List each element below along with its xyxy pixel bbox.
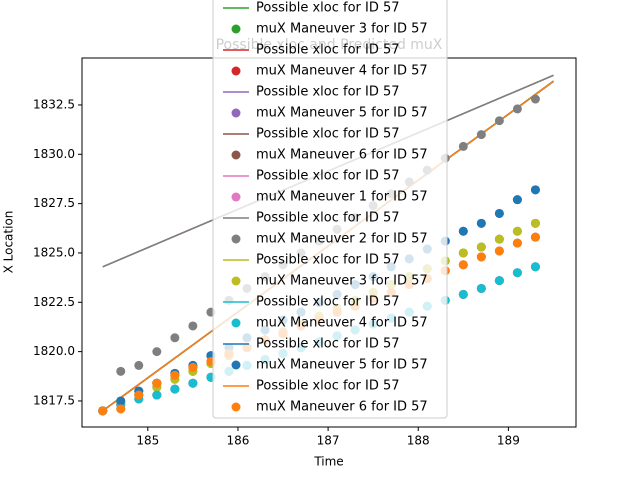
- y-tick-label: 1822.5: [33, 295, 75, 309]
- legend-label: muX Maneuver 5 for ID 57: [256, 358, 428, 373]
- scatter-point: [458, 141, 468, 151]
- legend-label: Possible xloc for ID 57: [256, 1, 400, 16]
- scatter-point: [494, 208, 504, 218]
- scatter-point: [530, 262, 540, 272]
- y-tick-label: 1820.0: [33, 344, 75, 358]
- y-tick-label: 1832.5: [33, 97, 75, 111]
- x-tick-label: 187: [317, 434, 340, 448]
- legend-label: muX Maneuver 6 for ID 57: [256, 400, 428, 415]
- legend-label: muX Maneuver 4 for ID 57: [256, 316, 428, 331]
- y-tick-label: 1817.5: [33, 393, 75, 407]
- legend-marker: [231, 402, 241, 412]
- legend-label: Possible xloc for ID 57: [256, 211, 400, 226]
- scatter-point: [116, 396, 126, 406]
- legend-label: muX Maneuver 3 for ID 57: [256, 22, 428, 37]
- x-axis-label: Time: [313, 455, 343, 469]
- scatter-point: [512, 226, 522, 236]
- scatter-point: [494, 116, 504, 126]
- scatter-point: [494, 246, 504, 256]
- scatter-point: [458, 289, 468, 299]
- legend-label: Possible xloc for ID 57: [256, 379, 400, 394]
- x-tick-label: 188: [407, 434, 430, 448]
- scatter-point: [530, 232, 540, 242]
- scatter-point: [512, 104, 522, 114]
- scatter-point: [98, 406, 108, 416]
- y-tick-label: 1825.0: [33, 245, 75, 259]
- legend-label: Possible xloc for ID 57: [256, 253, 400, 268]
- legend-label: Possible xloc for ID 57: [256, 337, 400, 352]
- scatter-point: [170, 333, 180, 343]
- scatter-point: [512, 238, 522, 248]
- legend-label: Possible xloc for ID 57: [256, 169, 400, 184]
- scatter-point: [152, 347, 162, 357]
- legend-marker: [231, 150, 241, 160]
- scatter-point: [494, 234, 504, 244]
- legend-marker: [231, 360, 241, 370]
- legend-marker: [231, 24, 241, 34]
- y-tick-label: 1827.5: [33, 196, 75, 210]
- scatter-point: [476, 218, 486, 228]
- legend-label: muX Maneuver 2 for ID 57: [256, 232, 428, 247]
- legend-marker: [231, 66, 241, 76]
- scatter-point: [512, 268, 522, 278]
- scatter-point: [494, 276, 504, 286]
- scatter-point: [476, 283, 486, 293]
- legend-label: Possible xloc for ID 57: [256, 127, 400, 142]
- scatter-point: [116, 404, 126, 414]
- scatter-point: [134, 360, 144, 370]
- scatter-point: [458, 226, 468, 236]
- scatter-point: [530, 185, 540, 195]
- scatter-point: [512, 195, 522, 205]
- legend-marker: [231, 108, 241, 118]
- y-tick-label: 1830.0: [33, 147, 75, 161]
- scatter-point: [152, 378, 162, 388]
- legend: Possible xloc for ID 57 muX Maneuver 3 fo…: [212, 0, 448, 419]
- scatter-point: [116, 366, 126, 376]
- scatter-point: [476, 130, 486, 140]
- legend-label: muX Maneuver 1 for ID 57: [256, 190, 428, 205]
- legend-marker: [231, 276, 241, 286]
- x-tick-label: 189: [497, 434, 520, 448]
- scatter-point: [170, 384, 180, 394]
- scatter-point: [188, 378, 198, 388]
- scatter-point: [476, 252, 486, 262]
- scatter-point: [476, 242, 486, 252]
- legend-label: muX Maneuver 4 for ID 57: [256, 64, 428, 79]
- legend-label: Possible xloc for ID 57: [256, 85, 400, 100]
- legend-label: Possible xloc for ID 57: [256, 43, 400, 58]
- scatter-point: [530, 218, 540, 228]
- scatter-point: [458, 260, 468, 270]
- scatter-point: [458, 248, 468, 258]
- legend-box: [212, 0, 448, 419]
- legend-marker: [231, 318, 241, 328]
- scatter-point: [170, 370, 180, 380]
- scatter-point: [530, 94, 540, 104]
- legend-label: muX Maneuver 3 for ID 57: [256, 274, 428, 289]
- legend-label: muX Maneuver 6 for ID 57: [256, 148, 428, 163]
- legend-label: muX Maneuver 5 for ID 57: [256, 106, 428, 121]
- x-tick-label: 185: [136, 434, 159, 448]
- scatter-point: [188, 321, 198, 331]
- scatter-point: [188, 362, 198, 372]
- scatter-point: [152, 390, 162, 400]
- legend-marker: [231, 192, 241, 202]
- legend-label: Possible xloc for ID 57: [256, 295, 400, 310]
- legend-marker: [231, 234, 241, 244]
- y-axis-label: X Location: [2, 211, 16, 274]
- x-tick-label: 186: [226, 434, 249, 448]
- scatter-point: [134, 390, 144, 400]
